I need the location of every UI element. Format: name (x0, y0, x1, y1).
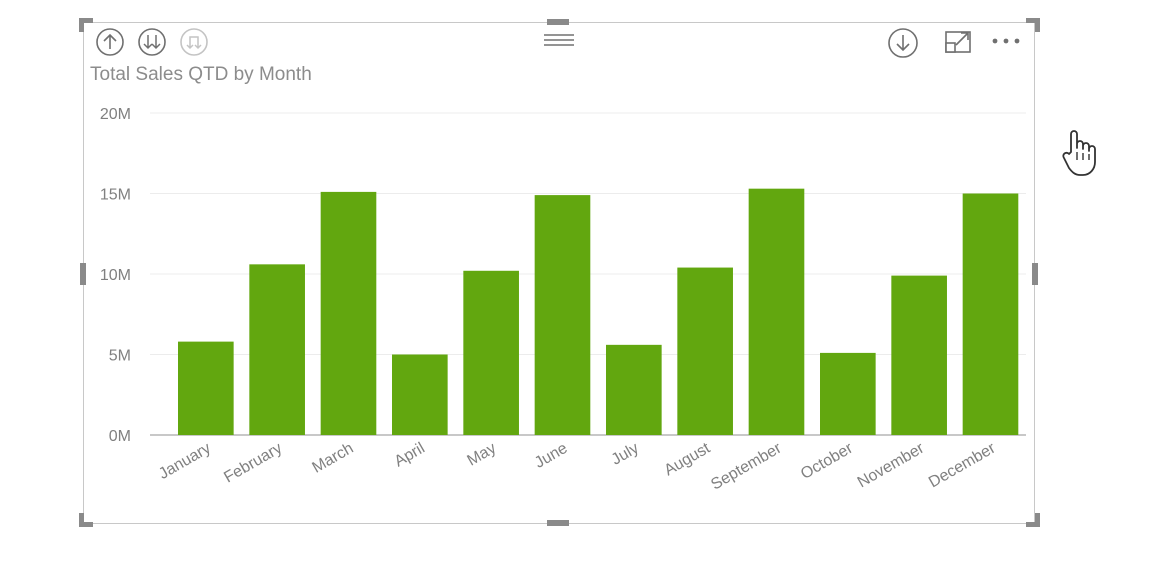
x-tick-label: October (798, 439, 856, 483)
x-tick-label: July (609, 440, 642, 469)
arrow-up-icon[interactable] (95, 27, 125, 57)
bar-october[interactable] (820, 352, 876, 435)
x-tick-label: June (532, 440, 571, 472)
resize-handle-top-left[interactable] (79, 18, 93, 32)
drag-handle-icon[interactable] (542, 32, 576, 48)
bar-june[interactable] (534, 195, 591, 435)
bar-november[interactable] (891, 275, 947, 435)
hand-pointer-icon (1062, 130, 1096, 176)
bar-may[interactable] (463, 270, 519, 435)
resize-handle-bottom-right[interactable] (1026, 513, 1040, 527)
x-tick-label: September (708, 439, 785, 493)
x-tick-label: May (464, 440, 499, 470)
resize-handle-left[interactable] (80, 263, 86, 285)
y-tick-label: 0M (109, 428, 131, 445)
y-tick-label: 15M (100, 187, 131, 204)
focus-mode-icon[interactable] (944, 29, 974, 55)
arrow-down-circle-icon[interactable] (887, 27, 919, 59)
bar-march[interactable] (320, 191, 377, 435)
y-tick-label: 5M (109, 348, 131, 365)
chart-title: Total Sales QTD by Month (90, 64, 312, 85)
bar-january[interactable] (178, 341, 234, 435)
x-tick-label: March (309, 440, 356, 477)
x-tick-label: December (926, 439, 999, 491)
y-tick-label: 10M (100, 267, 131, 284)
bar-february[interactable] (249, 264, 305, 435)
y-tick-label: 20M (100, 106, 131, 123)
more-options-icon[interactable] (990, 36, 1024, 46)
bar-september[interactable] (748, 188, 805, 435)
x-tick-label: November (855, 439, 928, 491)
x-tick-label: February (221, 440, 285, 487)
resize-handle-top[interactable] (547, 19, 569, 25)
x-tick-label: April (392, 440, 428, 471)
resize-handle-bottom-left[interactable] (79, 513, 93, 527)
resize-handle-bottom[interactable] (547, 520, 569, 526)
bar-december[interactable] (962, 193, 1019, 436)
fork-down-icon[interactable] (179, 27, 209, 57)
bar-april[interactable] (392, 354, 448, 436)
double-arrow-down-icon[interactable] (137, 27, 167, 57)
x-tick-label: January (156, 440, 214, 483)
resize-handle-right[interactable] (1032, 263, 1038, 285)
resize-handle-top-right[interactable] (1026, 18, 1040, 32)
bar-august[interactable] (677, 267, 733, 435)
bar-july[interactable] (606, 344, 662, 435)
x-tick-label: August (662, 439, 714, 479)
